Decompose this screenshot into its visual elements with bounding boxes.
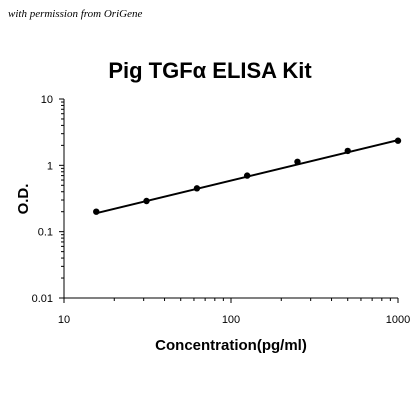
axes bbox=[63, 99, 398, 299]
y-tick-label: 1 bbox=[47, 160, 53, 172]
data-point bbox=[294, 158, 301, 166]
data-point bbox=[394, 137, 402, 144]
watermark-text: with permission from OriGene bbox=[8, 8, 143, 20]
chart-title: Pig TGFα ELISA Kit bbox=[108, 58, 312, 83]
y-tick-label: 0.1 bbox=[38, 227, 53, 239]
x-tick-label: 100 bbox=[222, 314, 240, 326]
data-point bbox=[344, 147, 351, 155]
ticks: 0.01 0.1 1 10 10 100 1000 bbox=[32, 94, 411, 326]
y-tick-label: 10 bbox=[41, 94, 53, 106]
data-point bbox=[143, 197, 150, 205]
data-point bbox=[193, 185, 201, 192]
y-tick-label: 0.01 bbox=[32, 293, 53, 305]
data-point bbox=[93, 208, 100, 215]
y-axis-label: O.D. bbox=[15, 184, 32, 215]
x-tick-label: 10 bbox=[58, 314, 70, 326]
data-point bbox=[243, 172, 251, 179]
x-tick-label: 1000 bbox=[386, 314, 410, 326]
data-points bbox=[93, 137, 402, 215]
x-axis-label: Concentration(pg/ml) bbox=[155, 337, 307, 354]
